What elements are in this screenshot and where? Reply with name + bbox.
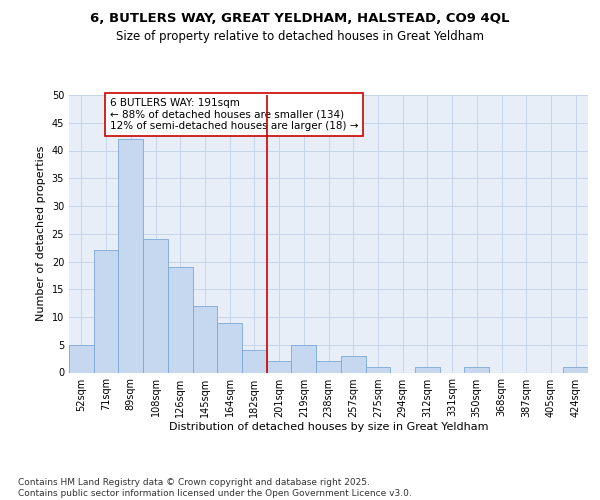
Bar (217, 322, 242, 372)
Bar (464, 367, 489, 372)
Text: 6, BUTLERS WAY, GREAT YELDHAM, HALSTEAD, CO9 4QL: 6, BUTLERS WAY, GREAT YELDHAM, HALSTEAD,… (90, 12, 510, 26)
Bar (94, 250, 118, 372)
Text: 6 BUTLERS WAY: 191sqm
← 88% of detached houses are smaller (134)
12% of semi-det: 6 BUTLERS WAY: 191sqm ← 88% of detached … (110, 98, 358, 131)
X-axis label: Distribution of detached houses by size in Great Yeldham: Distribution of detached houses by size … (169, 422, 488, 432)
Text: Size of property relative to detached houses in Great Yeldham: Size of property relative to detached ho… (116, 30, 484, 43)
Bar (415, 367, 440, 372)
Bar (242, 350, 267, 372)
Bar (69, 345, 94, 372)
Bar (118, 140, 143, 372)
Bar (316, 362, 341, 372)
Bar (341, 356, 365, 372)
Bar (563, 367, 588, 372)
Text: Contains HM Land Registry data © Crown copyright and database right 2025.
Contai: Contains HM Land Registry data © Crown c… (18, 478, 412, 498)
Bar (267, 362, 292, 372)
Bar (193, 306, 217, 372)
Bar (365, 367, 390, 372)
Bar (143, 240, 168, 372)
Bar (292, 345, 316, 372)
Bar (168, 267, 193, 372)
Y-axis label: Number of detached properties: Number of detached properties (36, 146, 46, 322)
